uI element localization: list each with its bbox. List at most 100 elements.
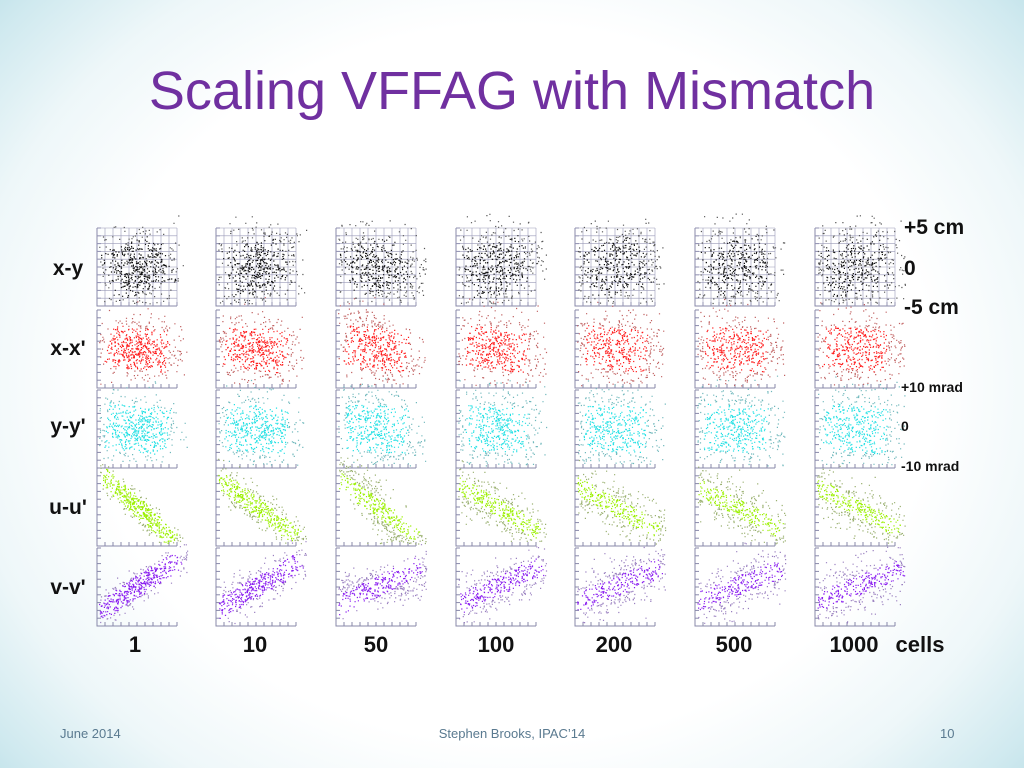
col-label-1000: 1000	[829, 632, 879, 657]
panel-x-xp-1	[96, 301, 188, 389]
panel-y-yp-10	[215, 379, 305, 469]
scatter-core	[460, 558, 545, 613]
scatter-core	[224, 404, 289, 454]
scatter-core	[577, 559, 663, 611]
scatter-halo	[577, 218, 665, 304]
scatter-halo	[218, 379, 305, 466]
row-label-u-up: u-u'	[49, 496, 87, 519]
row-label-v-vp: v-v'	[50, 576, 86, 599]
scatter-core	[817, 480, 901, 534]
panel-y-yp-500	[694, 375, 786, 469]
scatter-core	[700, 235, 773, 298]
scatter-core	[822, 326, 888, 373]
col-label-100: 100	[477, 632, 515, 657]
panel-v-vp-200	[574, 546, 666, 627]
scatter-halo	[817, 465, 906, 544]
col-label-50: 50	[363, 632, 389, 657]
panel-x-y-200	[574, 218, 665, 307]
panel-u-up-1	[96, 464, 184, 547]
scale-label-minus-5cm: -5 cm	[904, 296, 959, 319]
scatter-halo	[218, 297, 305, 385]
scatter-halo	[218, 458, 307, 545]
scatter-halo	[817, 376, 906, 466]
scatter-core	[703, 403, 769, 453]
scatter-core	[218, 555, 304, 619]
scatter-core	[698, 481, 784, 537]
col-unit-label: cells	[895, 632, 945, 657]
scatter-halo	[577, 380, 666, 465]
scatter-core	[101, 236, 176, 301]
row-label-x-y: x-y	[52, 257, 84, 280]
scatter-core	[820, 235, 891, 298]
scatter-core	[823, 404, 889, 455]
panel-v-vp-100	[455, 546, 548, 627]
scatter-halo	[697, 298, 786, 387]
scatter-halo	[577, 301, 665, 387]
panel-x-xp-1000	[814, 302, 906, 389]
panel-v-vp-500	[694, 542, 787, 627]
panel-u-up-100	[455, 460, 547, 547]
scatter-halo	[817, 215, 906, 305]
panel-v-vp-10	[215, 540, 307, 627]
panel-y-yp-100	[455, 380, 548, 469]
panel-x-xp-10	[215, 297, 305, 389]
scatter-core	[339, 473, 421, 540]
scatter-halo	[697, 466, 787, 545]
panel-v-vp-1000	[814, 546, 906, 627]
panel-x-y-500	[694, 213, 786, 307]
panel-x-y-100	[455, 213, 547, 307]
panel-u-up-1000	[814, 465, 906, 547]
scatter-halo	[99, 381, 188, 463]
panel-x-xp-500	[694, 298, 786, 389]
scatter-core	[222, 326, 291, 374]
scatter-halo	[338, 544, 428, 620]
scatter-core	[465, 326, 530, 373]
scatter-core	[104, 402, 171, 455]
scatter-core	[338, 557, 423, 616]
scatter-core	[465, 405, 529, 453]
scatter-halo	[220, 540, 307, 625]
footer-author: Stephen Brooks, IPAC’14	[438, 726, 586, 741]
panel-x-y-10	[215, 216, 308, 307]
scale-label-zero-cm: 0	[904, 257, 916, 280]
scatter-halo	[338, 378, 427, 467]
panel-x-xp-50	[335, 297, 426, 389]
scatter-halo	[218, 216, 308, 305]
scatter-halo	[577, 459, 667, 545]
scatter-core	[577, 477, 661, 537]
scatter-halo	[458, 298, 548, 386]
scatter-core	[462, 235, 529, 298]
panel-y-yp-50	[335, 378, 427, 469]
scatter-core	[584, 325, 649, 373]
panel-x-xp-100	[455, 298, 548, 389]
panel-x-xp-200	[574, 301, 665, 389]
panel-u-up-200	[574, 459, 667, 547]
panel-u-up-10	[215, 458, 307, 547]
scatter-halo	[458, 213, 547, 305]
panel-v-vp-1	[96, 544, 189, 627]
col-label-10: 10	[242, 632, 268, 657]
scatter-core	[697, 562, 783, 611]
scatter-halo	[100, 464, 184, 544]
scale-label-zero-mrad: 0	[901, 418, 909, 434]
scatter-halo	[458, 460, 547, 542]
panel-x-y-1000	[814, 215, 906, 307]
scatter-halo	[698, 542, 787, 624]
slide-title: Scaling VFFAG with Mismatch	[148, 61, 876, 121]
scatter-core	[218, 474, 302, 542]
scatter-halo	[100, 544, 189, 624]
scatter-core	[704, 327, 768, 373]
scatter-core	[99, 554, 183, 619]
scatter-core	[339, 236, 412, 299]
panel-y-yp-1000	[814, 376, 906, 469]
scatter-halo	[458, 546, 548, 624]
col-label-200: 200	[595, 632, 633, 657]
scatter-core	[583, 404, 648, 454]
scatter-halo	[338, 297, 426, 386]
scale-label-plus-5cm: +5 cm	[904, 216, 965, 239]
panel-u-up-500	[694, 466, 787, 547]
col-label-1: 1	[128, 632, 142, 657]
scale-label-minus-10mrad: -10 mrad	[901, 458, 960, 474]
scatter-halo	[338, 220, 427, 303]
